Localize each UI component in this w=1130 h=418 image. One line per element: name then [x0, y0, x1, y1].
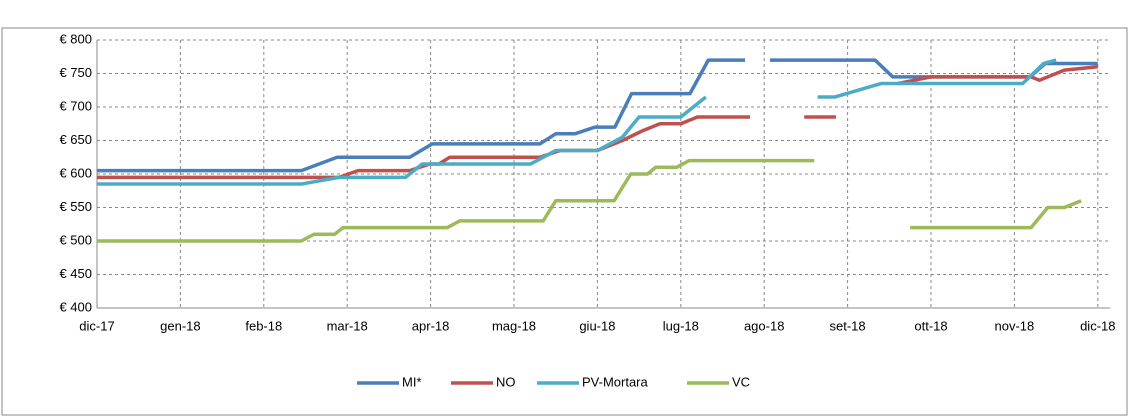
x-tick-label: set-18: [830, 318, 866, 333]
x-tick-label: ott-18: [914, 318, 947, 333]
x-tick-label: lug-18: [663, 318, 699, 333]
x-tick-label: apr-18: [412, 318, 450, 333]
y-tick-label: € 600: [59, 165, 92, 180]
x-tick-label: dic-18: [1080, 318, 1115, 333]
x-tick-label: gen-18: [160, 318, 200, 333]
y-tick-label: € 750: [59, 65, 92, 80]
x-tick-label: feb-18: [245, 318, 282, 333]
y-tick-label: € 650: [59, 132, 92, 147]
chart-frame: [1, 27, 1128, 416]
legend-label: NO: [496, 374, 516, 389]
legend-label: PV-Mortara: [582, 374, 649, 389]
x-tick-label: nov-18: [995, 318, 1035, 333]
legend-label: VC: [732, 374, 750, 389]
y-tick-label: € 450: [59, 266, 92, 281]
x-tick-label: ago-18: [744, 318, 784, 333]
y-tick-label: € 700: [59, 98, 92, 113]
series-line: [97, 158, 1082, 243]
x-tick-label: dic-17: [79, 318, 114, 333]
x-tick-label: giu-18: [579, 318, 615, 333]
series-line: [97, 58, 1057, 186]
y-tick-label: € 500: [59, 232, 92, 247]
y-tick-label: € 400: [59, 299, 92, 314]
y-tick-label: € 800: [59, 31, 92, 46]
legend-label: MI*: [402, 374, 422, 389]
x-tick-label: mar-18: [327, 318, 368, 333]
y-tick-label: € 550: [59, 199, 92, 214]
x-tick-label: mag-18: [492, 318, 536, 333]
